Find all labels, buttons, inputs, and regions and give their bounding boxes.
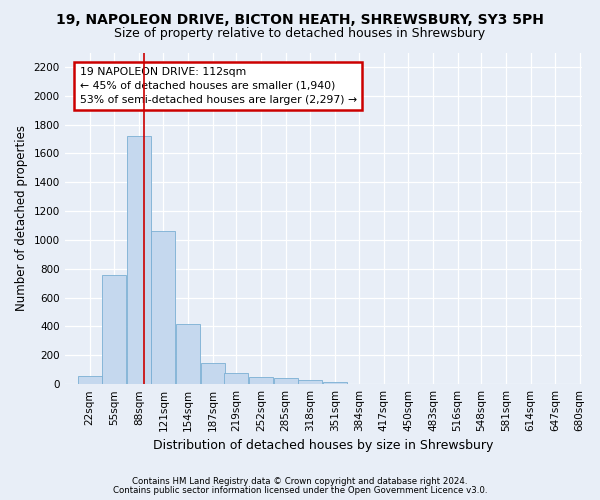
Bar: [176, 324, 200, 384]
Text: Contains HM Land Registry data © Crown copyright and database right 2024.: Contains HM Land Registry data © Crown c…: [132, 477, 468, 486]
Bar: [151, 232, 175, 384]
Text: Size of property relative to detached houses in Shrewsbury: Size of property relative to detached ho…: [115, 28, 485, 40]
Bar: [127, 136, 151, 384]
Y-axis label: Number of detached properties: Number of detached properties: [15, 126, 28, 312]
Bar: [298, 380, 322, 384]
Bar: [224, 372, 248, 384]
Bar: [102, 274, 126, 384]
X-axis label: Distribution of detached houses by size in Shrewsbury: Distribution of detached houses by size …: [154, 440, 494, 452]
Text: 19, NAPOLEON DRIVE, BICTON HEATH, SHREWSBURY, SY3 5PH: 19, NAPOLEON DRIVE, BICTON HEATH, SHREWS…: [56, 12, 544, 26]
Text: 19 NAPOLEON DRIVE: 112sqm
← 45% of detached houses are smaller (1,940)
53% of se: 19 NAPOLEON DRIVE: 112sqm ← 45% of detac…: [80, 67, 356, 105]
Bar: [77, 376, 101, 384]
Bar: [274, 378, 298, 384]
Bar: [200, 362, 224, 384]
Bar: [249, 378, 273, 384]
Text: Contains public sector information licensed under the Open Government Licence v3: Contains public sector information licen…: [113, 486, 487, 495]
Bar: [323, 382, 347, 384]
